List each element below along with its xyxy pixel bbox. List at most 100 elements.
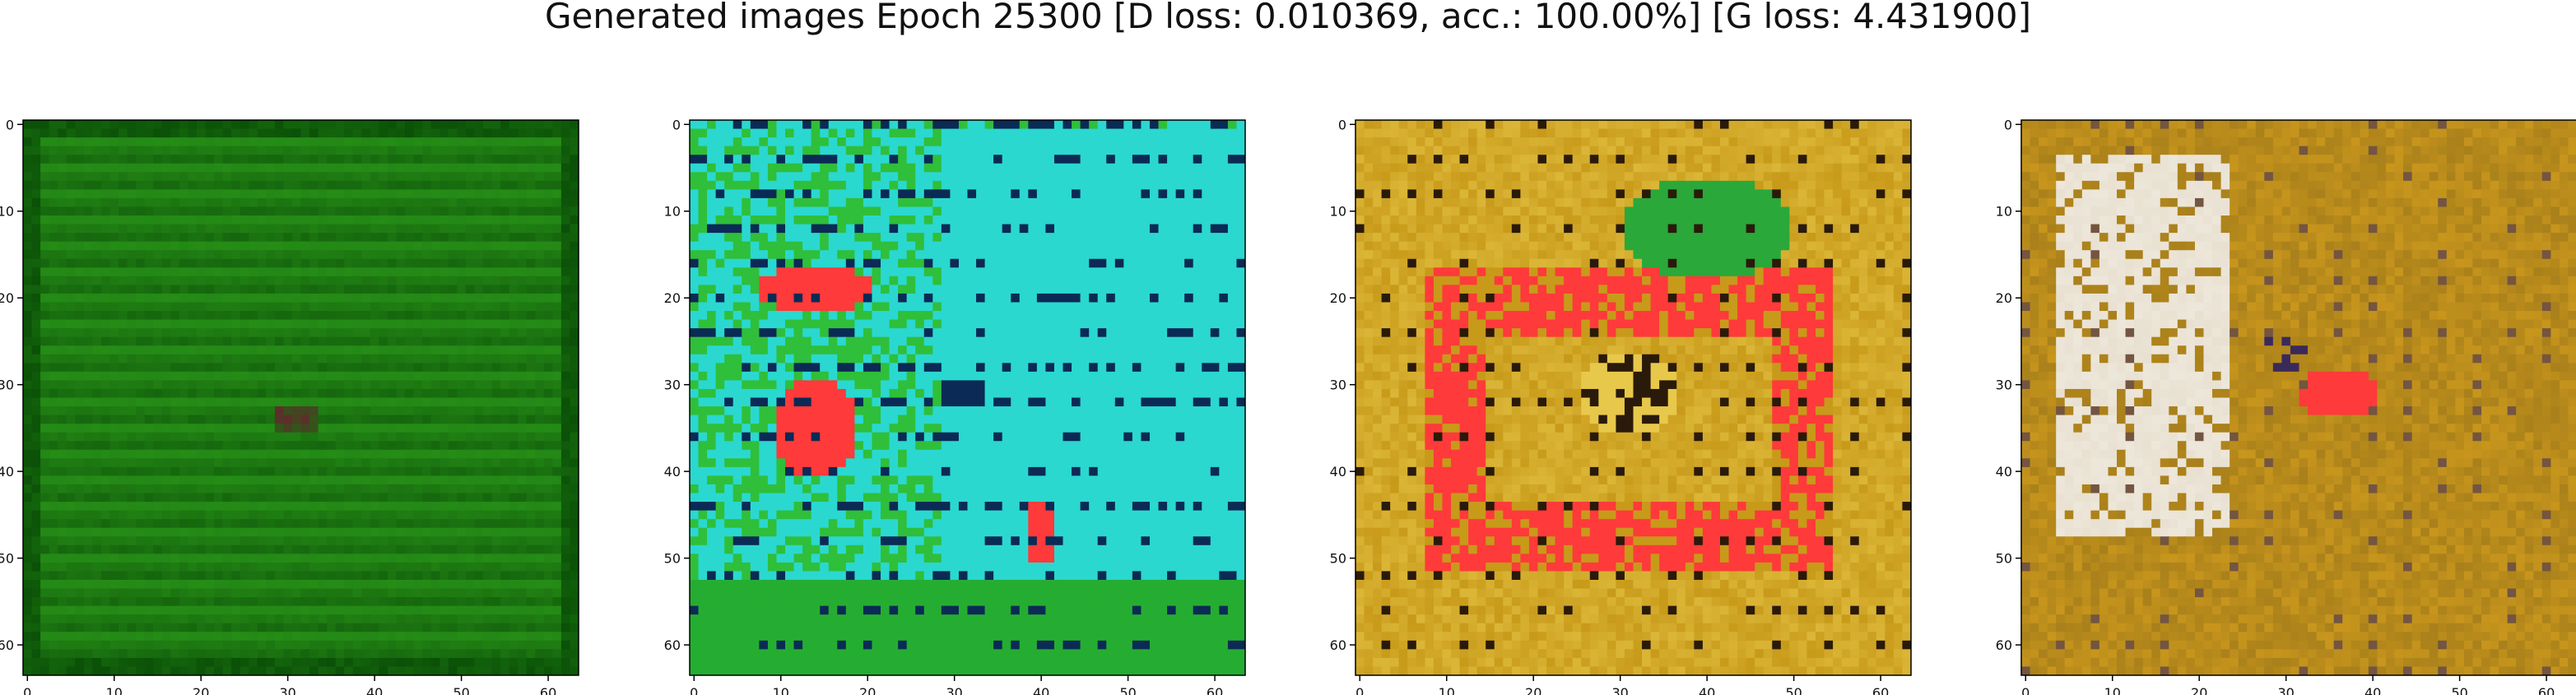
pixel xyxy=(144,640,154,650)
pixel xyxy=(439,388,449,398)
pixel xyxy=(1132,197,1142,207)
pixel xyxy=(828,197,838,207)
pixel xyxy=(465,502,475,512)
pixel xyxy=(690,206,700,216)
pixel xyxy=(239,215,249,225)
pixel xyxy=(161,328,171,338)
pixel xyxy=(535,146,545,155)
pixel xyxy=(915,146,925,155)
pixel xyxy=(543,458,553,468)
pixel xyxy=(222,502,232,512)
pixel xyxy=(552,397,562,407)
pixel xyxy=(993,120,1003,130)
pixel xyxy=(1227,206,1237,216)
pixel xyxy=(249,579,258,590)
pixel xyxy=(552,597,562,607)
pixel xyxy=(49,189,58,199)
pixel xyxy=(474,276,484,285)
pixel xyxy=(698,206,708,216)
pixel xyxy=(83,302,93,312)
pixel xyxy=(543,432,553,442)
pixel xyxy=(23,614,33,624)
pixel xyxy=(100,328,110,338)
pixel xyxy=(552,632,562,642)
pixel xyxy=(66,345,76,355)
pixel xyxy=(179,215,188,225)
pixel xyxy=(1227,155,1237,164)
x-tick: 50 xyxy=(453,675,470,695)
pixel xyxy=(309,475,319,485)
pixel xyxy=(767,224,777,234)
pixel xyxy=(136,180,146,190)
pixel xyxy=(291,380,301,390)
pixel xyxy=(570,146,579,155)
pixel xyxy=(214,657,224,667)
pixel xyxy=(518,614,528,624)
pixel xyxy=(23,571,33,581)
pixel xyxy=(474,519,484,529)
pixel xyxy=(352,206,362,216)
pixel xyxy=(482,605,493,615)
pixel xyxy=(188,632,198,642)
pixel xyxy=(40,276,50,285)
pixel xyxy=(327,172,337,182)
pixel xyxy=(257,432,267,442)
pixel xyxy=(932,120,942,130)
pixel xyxy=(482,233,493,243)
pixel xyxy=(300,632,310,642)
pixel xyxy=(482,432,493,442)
pixel xyxy=(491,449,501,459)
pixel xyxy=(379,163,388,173)
pixel xyxy=(552,293,562,303)
pixel xyxy=(66,319,76,329)
pixel xyxy=(361,293,371,303)
pixel xyxy=(239,536,249,546)
pixel xyxy=(413,623,423,632)
pixel xyxy=(413,432,423,442)
pixel xyxy=(92,285,102,294)
pixel xyxy=(100,276,110,285)
pixel xyxy=(535,137,545,147)
pixel xyxy=(127,137,137,147)
pixel xyxy=(309,510,319,520)
pixel xyxy=(570,527,579,537)
pixel xyxy=(405,554,415,563)
pixel xyxy=(231,415,241,424)
pixel xyxy=(535,441,545,451)
pixel xyxy=(422,345,432,355)
pixel xyxy=(509,172,518,182)
pixel xyxy=(205,380,215,390)
pixel xyxy=(552,197,562,207)
pixel xyxy=(49,224,58,234)
pixel xyxy=(1175,128,1185,138)
pixel xyxy=(698,120,708,130)
pixel xyxy=(560,163,570,173)
pixel xyxy=(430,155,440,164)
pixel xyxy=(119,319,128,329)
pixel xyxy=(205,354,215,364)
pixel xyxy=(500,276,510,285)
pixel xyxy=(109,371,119,381)
pixel xyxy=(379,319,388,329)
pixel xyxy=(396,319,406,329)
pixel xyxy=(491,536,501,546)
x-tick-label: 30 xyxy=(280,685,296,695)
pixel xyxy=(205,597,215,607)
pixel xyxy=(283,588,293,598)
pixel xyxy=(300,128,310,138)
pixel xyxy=(474,406,484,416)
pixel xyxy=(439,597,449,607)
pixel xyxy=(222,588,232,598)
pixel xyxy=(335,224,345,234)
image-pixels xyxy=(690,120,1246,676)
pixel xyxy=(828,172,838,182)
pixel xyxy=(543,466,553,476)
pixel xyxy=(500,302,510,312)
pixel xyxy=(119,484,128,494)
pixel xyxy=(222,180,232,190)
pixel xyxy=(500,666,510,676)
y-tick: 20 xyxy=(0,290,23,306)
pixel xyxy=(283,597,293,607)
pixel xyxy=(352,120,362,130)
pixel xyxy=(318,285,328,294)
